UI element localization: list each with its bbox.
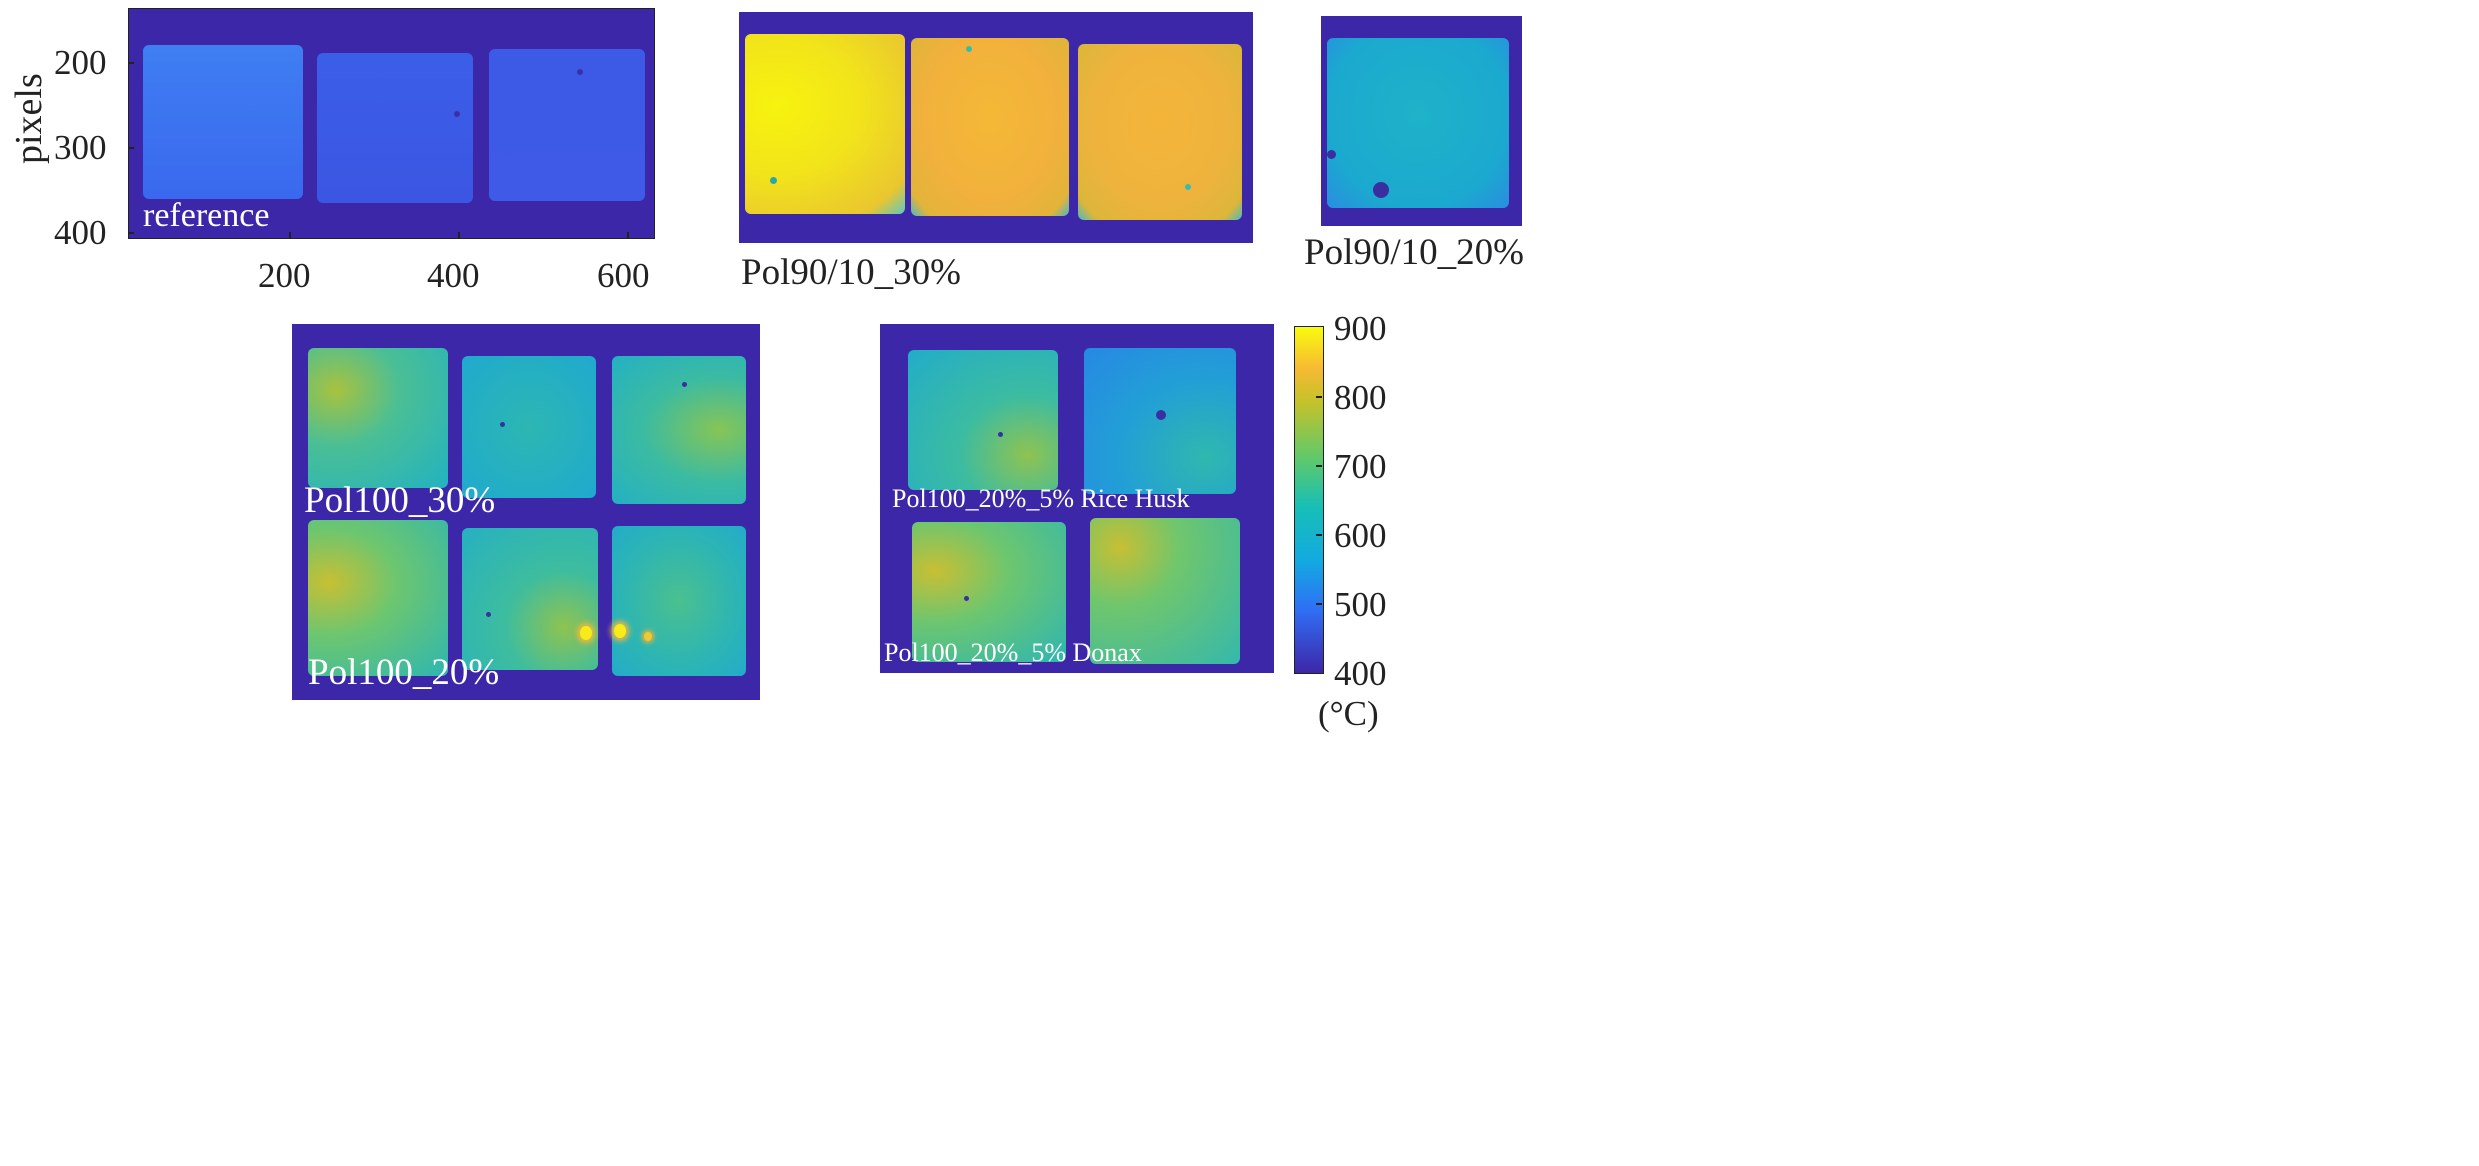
pol100-defect (486, 612, 491, 617)
pol90-20-panel (1321, 16, 1522, 226)
x-tick-mark (289, 232, 291, 238)
reference-tile-3 (489, 49, 645, 201)
y-tick-label-300: 300 (54, 128, 107, 167)
pol100-30-tile-2 (462, 356, 596, 498)
pol100-30-label: Pol100_30% (304, 480, 496, 521)
colorbar-tick-500: 500 (1334, 585, 1387, 624)
pol90-30-tile-1 (745, 34, 905, 214)
reference-panel: reference (128, 8, 655, 239)
colorbar-tick-mark (1316, 534, 1322, 536)
pol90-30-defect (966, 46, 972, 52)
pol100-5-panel: Pol100_20%_5% Rice Husk Pol100_20%_5% Do… (880, 324, 1274, 673)
pol100-20-tile-2 (462, 528, 598, 670)
pol90-20-defect (1373, 182, 1389, 198)
pol100-20-tile-3 (612, 526, 746, 676)
colorbar-tick-800: 800 (1334, 378, 1387, 417)
colorbar-tick-900: 900 (1334, 309, 1387, 348)
donax-tile-2 (1090, 518, 1240, 664)
y-tick-mark (128, 232, 134, 234)
pol100-5-defect (998, 432, 1003, 437)
pol100-panel: Pol100_30% Pol100_20% (292, 324, 760, 700)
pol100-20-tile-1 (308, 520, 448, 676)
pol100-hot-spot (580, 626, 592, 640)
pol100-30-tile-3 (612, 356, 746, 504)
pol100-5-defect (964, 596, 969, 601)
colorbar-tick-400: 400 (1334, 654, 1387, 693)
pol90-20-defect (1327, 150, 1336, 159)
y-tick-mark (128, 147, 134, 149)
pol100-defect (682, 382, 687, 387)
pol90-20-tile (1327, 38, 1509, 208)
temperature-colorbar (1294, 326, 1324, 674)
colorbar-tick-600: 600 (1334, 516, 1387, 555)
reference-label: reference (143, 197, 270, 234)
colorbar-tick-mark (1316, 603, 1322, 605)
x-tick-label-400: 400 (427, 256, 480, 295)
pol100-30-tile-1 (308, 348, 448, 488)
pol90-30-tile-3 (1078, 44, 1242, 220)
reference-tile-1 (143, 45, 303, 199)
pol100-defect (500, 422, 505, 427)
reference-tile-2 (317, 53, 473, 203)
pol90-30-label: Pol90/10_30% (741, 252, 961, 293)
reference-defect (577, 69, 583, 75)
x-tick-mark (458, 232, 460, 238)
x-tick-label-600: 600 (597, 256, 650, 295)
reference-defect (454, 111, 460, 117)
pol100-5-defect (1156, 410, 1166, 420)
pol100-hot-spot (644, 632, 652, 641)
pol90-20-label: Pol90/10_20% (1304, 232, 1524, 273)
x-tick-mark (627, 232, 629, 238)
colorbar-tick-700: 700 (1334, 447, 1387, 486)
pol100-20-label: Pol100_20% (308, 652, 500, 693)
pol90-30-defect (770, 177, 777, 184)
colorbar-tick-mark (1316, 396, 1322, 398)
colorbar-tick-mark (1316, 465, 1322, 467)
rice-husk-tile-2 (1084, 348, 1236, 494)
colorbar-unit-label: (°C) (1318, 694, 1379, 733)
y-tick-label-400: 400 (54, 213, 107, 252)
y-axis-label: pixels (8, 73, 50, 164)
y-tick-mark (128, 62, 134, 64)
y-tick-label-200: 200 (54, 43, 107, 82)
rice-husk-label: Pol100_20%_5% Rice Husk (892, 484, 1190, 513)
donax-label: Pol100_20%_5% Donax (884, 638, 1142, 667)
donax-tile-1 (912, 522, 1066, 662)
pol90-30-tile-2 (911, 38, 1069, 216)
pol90-30-defect (1185, 184, 1191, 190)
rice-husk-tile-1 (908, 350, 1058, 490)
pol90-30-panel (739, 12, 1253, 243)
pol100-hot-spot (614, 624, 626, 638)
x-tick-label-200: 200 (258, 256, 311, 295)
